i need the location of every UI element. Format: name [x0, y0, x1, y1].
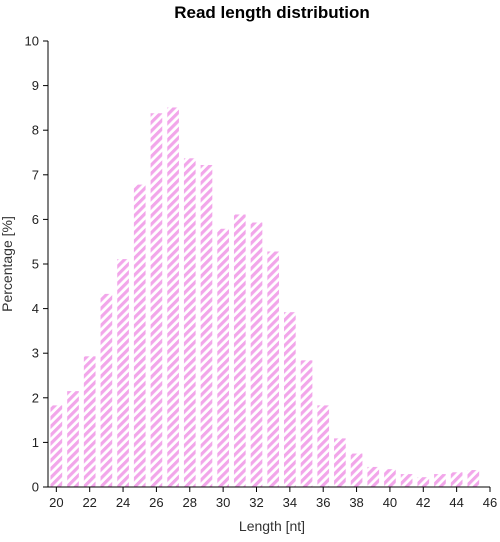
bars-group	[50, 107, 480, 488]
y-tick-label: 0	[32, 480, 39, 495]
x-tick-label: 36	[316, 495, 330, 510]
bar-21	[67, 391, 79, 487]
y-tick-label: 2	[32, 390, 39, 405]
bar-39	[367, 466, 380, 487]
y-tick-label: 4	[32, 301, 39, 316]
bar-28	[183, 158, 196, 488]
bar-32	[250, 222, 263, 487]
y-tick-label: 6	[32, 212, 39, 227]
y-axis-label: Percentage [%]	[0, 216, 15, 312]
bar-43	[434, 474, 446, 487]
x-axis-ticks: 20 22 24 26 28 30 32 34 36 38 40 42 44 46	[49, 487, 497, 510]
bar-30	[217, 228, 229, 487]
y-tick-label: 8	[32, 123, 39, 138]
bar-37	[334, 438, 346, 487]
bar-41	[400, 474, 413, 487]
x-tick-label: 42	[416, 495, 430, 510]
bar-29	[200, 164, 213, 488]
x-tick-label: 46	[483, 495, 497, 510]
x-tick-label: 44	[449, 495, 463, 510]
bar-35	[300, 360, 313, 487]
x-tick-label: 40	[383, 495, 397, 510]
bar-31	[233, 214, 246, 488]
y-tick-label: 9	[32, 78, 39, 93]
x-tick-label: 26	[149, 495, 163, 510]
chart-title: Read length distribution	[174, 3, 370, 22]
x-tick-label: 20	[49, 495, 63, 510]
y-tick-label: 3	[32, 346, 39, 361]
y-tick-label: 10	[25, 34, 39, 49]
y-tick-label: 5	[32, 257, 39, 272]
x-tick-label: 22	[82, 495, 96, 510]
bar-38	[350, 453, 363, 487]
bar-20	[50, 405, 63, 487]
bar-34	[284, 312, 296, 487]
bar-40	[384, 469, 396, 487]
bar-23	[100, 293, 113, 487]
bar-24	[117, 259, 129, 487]
bar-25	[133, 184, 146, 488]
bar-36	[317, 405, 330, 487]
x-axis-label: Length [nt]	[239, 518, 305, 534]
x-tick-label: 34	[283, 495, 297, 510]
bar-44	[450, 472, 463, 487]
bar-26	[150, 113, 163, 487]
y-tick-label: 7	[32, 167, 39, 182]
x-tick-label: 28	[183, 495, 197, 510]
bar-27	[167, 107, 179, 487]
bar-45	[467, 470, 480, 487]
x-tick-label: 38	[349, 495, 363, 510]
y-tick-label: 1	[32, 435, 39, 450]
x-tick-label: 30	[216, 495, 230, 510]
x-tick-label: 32	[249, 495, 263, 510]
bar-33	[267, 251, 280, 487]
bar-22	[83, 356, 96, 487]
bar-42	[417, 477, 430, 487]
y-axis-ticks: 0 1 2 3 4 5 6 7 8 9 10	[25, 34, 48, 495]
x-tick-label: 24	[116, 495, 130, 510]
